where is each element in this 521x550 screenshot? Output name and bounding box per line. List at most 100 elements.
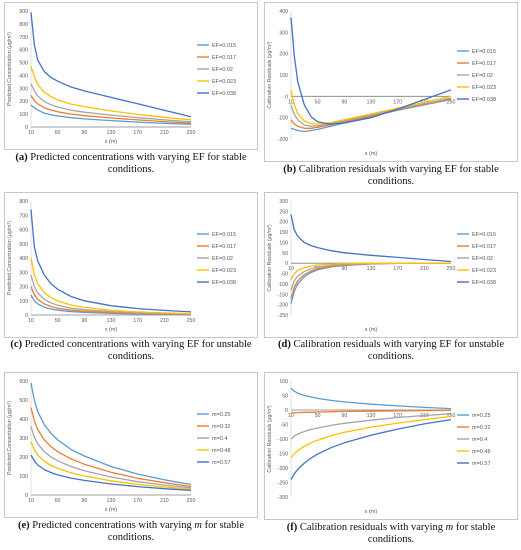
chart-e-xtick-label: 10 [28,498,34,504]
chart-a-y-axis-title: Predicted Concentration (μg/m³) [7,32,13,106]
chart-a-legend-label: EF=0.02 [212,67,233,73]
chart-a-legend-label: EF=0.023 [212,79,236,85]
chart-f-ytick-label: -100 [278,437,288,443]
caption-b: (b) Calibration residuals with varying E… [264,164,518,188]
chart-b: -200 -100 0 100 200 300 400 10 50 90 130 170 210 250 x… [264,2,518,162]
chart-a-xtick-label: 250 [187,130,196,136]
chart-c: 0 100 200 300 400 500 600 700 800 10 50 90 130 170 210… [4,192,258,338]
chart-e-legend-label: m=0.32 [212,424,231,430]
chart-b-xtick-label: 130 [367,99,376,105]
chart-f-ytick-label: 0 [285,408,288,414]
chart-e-series-line [30,426,192,489]
chart-a-ytick-label: 700 [19,35,28,41]
chart-a-ytick-label: 600 [19,48,28,54]
chart-c-series-line [30,209,192,313]
chart-c-xtick-label: 170 [133,318,142,324]
chart-f-ytick-label: -150 [278,452,288,458]
chart-d-legend-label: EF=0.02 [472,256,493,262]
chart-d-ytick-label: -150 [278,292,288,298]
chart-a-svg: 0 100 200 300 400 500 600 700 800 900 10 50 90 130 170… [7,9,236,145]
chart-f-svg: -300 -250 -200 -150 -100 -50 0 50 100 10 50 90 130 17… [267,379,491,515]
chart-c-series-line [30,257,192,315]
chart-a-xtick-label: 210 [160,130,169,136]
chart-a-legend-label: EF=0.038 [212,91,236,97]
chart-c-xtick-label: 50 [55,318,61,324]
panel-a: 0 100 200 300 400 500 600 700 800 900 10 50 90 130 170… [4,2,258,190]
caption-a-label: (a) [15,152,28,163]
caption-d-label: (d) [277,339,291,350]
chart-a-ytick-label: 0 [25,125,28,131]
chart-f-xtick-label: 50 [315,413,321,419]
caption-f-text: Calibration residuals with varying [297,522,446,533]
chart-b-legend-label: EF=0.017 [472,61,496,67]
chart-e-xtick-label: 250 [187,498,196,504]
chart-d-ytick-label: -250 [278,313,288,319]
chart-d-ytick-label: 0 [285,261,288,267]
chart-f-series-line [290,415,452,459]
caption-a-text: Predicted concentrations with varying EF… [27,152,247,175]
chart-d-y-axis-title: Calibration Residuals (μg/m³) [267,224,273,292]
chart-d-ytick-label: 300 [279,199,288,205]
chart-e-ytick-label: 100 [19,474,28,480]
chart-a-xtick-label: 90 [81,130,87,136]
chart-c-xtick-label: 250 [187,318,196,324]
panel-f: -300 -250 -200 -150 -100 -50 0 50 100 10 50 90 130 17… [264,372,518,548]
chart-c-ytick-label: 100 [19,299,28,305]
panel-b: -200 -100 0 100 200 300 400 10 50 90 130 170 210 250 x… [264,2,518,190]
chart-d-ytick-label: -200 [278,303,288,309]
chart-a-legend-label: EF=0.017 [212,55,236,61]
chart-c-ytick-label: 0 [25,313,28,319]
chart-b-y-axis-title: Calibration Residuals (μg/m³) [267,41,273,109]
chart-f-ytick-label: -300 [278,495,288,501]
caption-e-var: m [194,520,202,531]
caption-c-text: Predicted concentrations with varying EF… [22,339,252,362]
chart-d-ytick-label: 250 [279,209,288,215]
chart-b-ytick-label: 0 [285,94,288,100]
chart-c-legend-label: EF=0.02 [212,256,233,262]
chart-e-ytick-label: 300 [19,436,28,442]
chart-c-svg: 0 100 200 300 400 500 600 700 800 10 50 90 130 170 210… [7,199,236,333]
chart-a-xtick-label: 50 [55,130,61,136]
chart-f-legend-label: m=0.48 [472,449,491,455]
chart-b-xtick-label: 170 [393,99,402,105]
chart-c-legend-label: EF=0.038 [212,280,236,286]
panel-d: -250 -200 -150 -100 -50 0 50 100 150 200 250 300 10 5… [264,192,518,370]
caption-f-text-post: for stable conditions. [367,522,496,545]
chart-c-y-axis-title: Predicted Concentration (μg/m³) [7,221,13,295]
chart-d-xtick-label: 10 [288,266,294,272]
chart-b-ytick-label: -200 [278,137,288,143]
chart-c-legend-label: EF=0.015 [212,232,236,238]
caption-f-var: m [445,522,454,533]
chart-e-xtick-label: 170 [133,498,142,504]
caption-f: (f) Calibration residuals with varying m… [264,522,518,546]
chart-d-xtick-label: 250 [447,266,456,272]
chart-b-x-axis-title: x (m) [365,151,378,157]
chart-a-series-line [30,66,192,121]
chart-c-series-line [30,274,192,315]
chart-d-legend-label: EF=0.015 [472,232,496,238]
caption-c-label: (c) [10,339,23,350]
chart-a-ytick-label: 500 [19,61,28,67]
chart-b-series-line [290,17,452,125]
chart-d-ytick-label: -100 [278,282,288,288]
caption-a: (a) Predicted concentrations with varyin… [4,152,258,176]
chart-f-xtick-label: 250 [447,413,456,419]
panel-e: 0 100 200 300 400 500 600 10 50 90 130 170 210 250 x (… [4,372,258,548]
chart-f-ytick-label: 100 [279,379,288,385]
chart-a-ytick-label: 100 [19,112,28,118]
chart-c-xtick-label: 130 [107,318,116,324]
chart-a-xtick-label: 10 [28,130,34,136]
chart-a-ytick-label: 300 [19,86,28,92]
chart-d-ytick-label: 200 [279,220,288,226]
chart-e-series-line [30,407,192,488]
chart-c-ytick-label: 600 [19,228,28,234]
caption-c: (c) Predicted concentrations with varyin… [4,339,258,363]
chart-b-ytick-label: 100 [279,73,288,79]
chart-a-series-line [30,12,192,118]
chart-e-ytick-label: 600 [19,379,28,385]
chart-a-xtick-label: 170 [133,130,142,136]
chart-e-series-line [30,441,192,490]
chart-f-series-line [290,418,452,480]
